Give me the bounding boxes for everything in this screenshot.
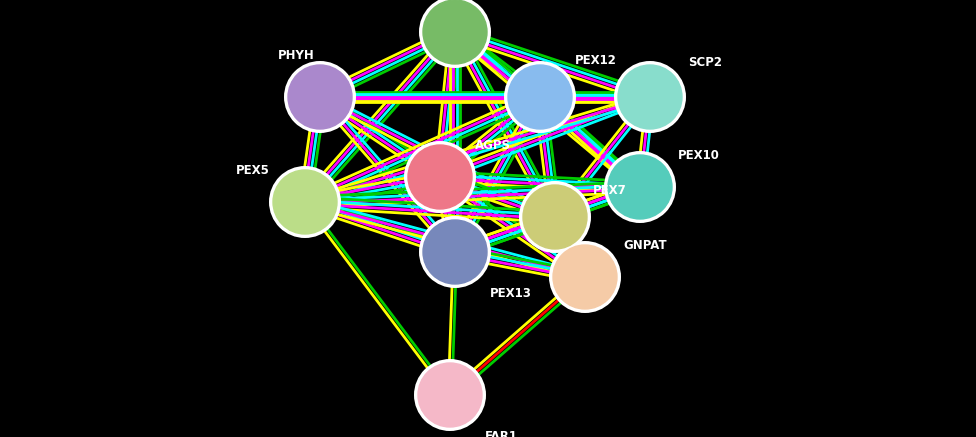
Text: FAR1: FAR1 [485,430,518,437]
Circle shape [531,193,579,241]
Circle shape [281,178,329,226]
Text: PHYH: PHYH [278,49,315,62]
Circle shape [626,73,674,121]
Circle shape [419,0,491,68]
Circle shape [269,166,341,238]
Text: GNPAT: GNPAT [623,239,667,252]
Circle shape [618,65,682,129]
Circle shape [416,153,464,201]
Circle shape [418,363,482,427]
Circle shape [423,0,487,64]
Circle shape [504,61,576,133]
Circle shape [516,73,564,121]
Circle shape [561,253,609,301]
Circle shape [549,241,621,313]
Circle shape [519,181,591,253]
Text: PEX7: PEX7 [593,184,627,197]
Circle shape [288,65,352,129]
Circle shape [553,245,617,309]
Circle shape [614,61,686,133]
Text: AGPS: AGPS [475,139,511,152]
Circle shape [296,73,344,121]
Text: PEX5: PEX5 [236,164,270,177]
Circle shape [508,65,572,129]
Circle shape [414,359,486,431]
Text: PEX12: PEX12 [575,54,617,67]
Circle shape [608,155,672,219]
Circle shape [423,220,487,284]
Circle shape [616,163,664,211]
Text: SCP2: SCP2 [688,56,722,69]
Circle shape [431,228,479,276]
Circle shape [419,216,491,288]
Text: PEX10: PEX10 [678,149,720,162]
Circle shape [284,61,356,133]
Circle shape [426,371,474,419]
Circle shape [408,145,472,209]
Circle shape [273,170,337,234]
Circle shape [404,141,476,213]
Circle shape [431,8,479,56]
Text: PEX13: PEX13 [490,287,532,300]
Circle shape [523,185,587,249]
Circle shape [604,151,676,223]
